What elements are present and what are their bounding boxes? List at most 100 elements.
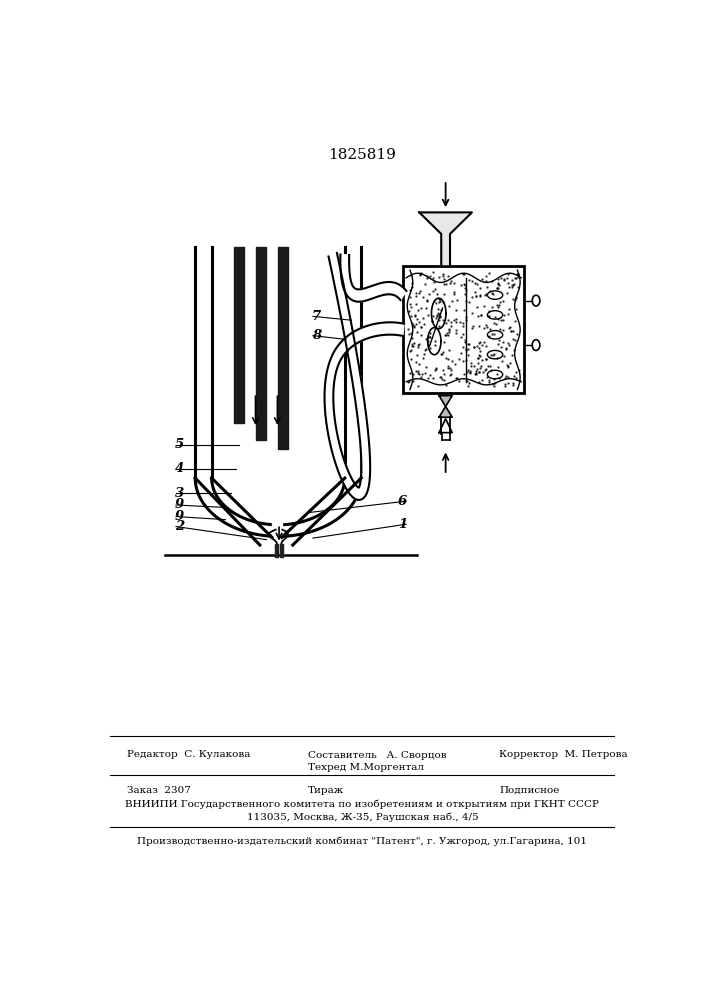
Point xyxy=(510,370,521,386)
Point xyxy=(455,345,467,361)
Point xyxy=(414,266,426,282)
Point xyxy=(450,322,462,338)
Point xyxy=(474,364,485,380)
Point xyxy=(458,366,469,382)
Point xyxy=(430,360,441,376)
Point xyxy=(427,264,438,280)
Point xyxy=(473,340,484,356)
Point xyxy=(510,290,522,306)
Point xyxy=(481,286,492,302)
Point xyxy=(403,374,414,390)
Point xyxy=(513,266,524,282)
Point xyxy=(503,279,515,295)
Point xyxy=(416,369,427,385)
Point xyxy=(405,308,416,324)
Point xyxy=(426,313,438,329)
Bar xyxy=(404,266,524,393)
Point xyxy=(468,358,479,374)
Point xyxy=(415,267,426,283)
Point xyxy=(457,326,469,342)
Point xyxy=(472,299,483,315)
Point xyxy=(491,366,503,382)
Point xyxy=(503,320,515,336)
Point xyxy=(444,360,455,376)
Point xyxy=(404,365,415,381)
Point xyxy=(475,307,486,323)
Point xyxy=(507,331,518,347)
Point xyxy=(424,268,436,284)
Point xyxy=(485,362,496,378)
Point xyxy=(429,337,440,353)
Point xyxy=(473,350,484,366)
Point xyxy=(438,334,450,350)
Point xyxy=(492,311,503,327)
Point xyxy=(462,364,473,380)
Point xyxy=(451,370,462,386)
Text: Корректор  М. Петрова: Корректор М. Петрова xyxy=(499,750,628,759)
Point xyxy=(493,370,505,386)
Point xyxy=(498,322,509,338)
Point xyxy=(486,347,497,363)
Point xyxy=(421,292,433,308)
Point xyxy=(430,295,441,311)
Point xyxy=(404,343,416,359)
Point xyxy=(479,298,490,314)
Point xyxy=(407,373,419,389)
Point xyxy=(443,351,454,367)
Point xyxy=(511,326,522,342)
Point xyxy=(424,340,436,356)
Point xyxy=(479,362,491,378)
Point xyxy=(493,359,504,375)
Point xyxy=(440,350,451,366)
Point xyxy=(460,332,471,348)
Point xyxy=(423,307,434,323)
Point xyxy=(511,266,522,282)
Point xyxy=(497,312,508,328)
Point xyxy=(420,365,431,381)
Point xyxy=(489,346,500,362)
Point xyxy=(472,308,484,324)
Point xyxy=(481,361,492,377)
Point xyxy=(466,355,477,371)
Point xyxy=(435,309,446,325)
Point xyxy=(406,336,417,352)
Text: Заказ  2307: Заказ 2307 xyxy=(127,786,191,795)
Point xyxy=(490,316,501,332)
Point xyxy=(467,289,478,305)
Polygon shape xyxy=(419,212,472,266)
Point xyxy=(496,339,507,355)
Point xyxy=(510,332,521,348)
Point xyxy=(508,375,519,391)
Point xyxy=(405,351,416,367)
Point xyxy=(403,373,414,389)
Point xyxy=(503,306,514,322)
Point xyxy=(489,378,500,394)
Point xyxy=(435,369,446,385)
Point xyxy=(440,315,451,331)
Polygon shape xyxy=(211,478,345,525)
Point xyxy=(481,279,493,295)
Point xyxy=(475,287,486,303)
Point xyxy=(433,305,444,321)
Point xyxy=(414,283,426,299)
Point xyxy=(465,358,477,374)
Point xyxy=(407,330,418,346)
Point xyxy=(412,339,423,355)
Point xyxy=(509,313,520,329)
Point xyxy=(479,287,491,303)
Point xyxy=(501,270,513,286)
Point xyxy=(501,368,512,384)
Point xyxy=(474,348,486,364)
Point xyxy=(415,319,426,335)
Point xyxy=(506,277,518,293)
Point xyxy=(453,373,464,389)
Point xyxy=(450,370,461,386)
Point xyxy=(460,309,472,325)
Point xyxy=(510,270,522,286)
Point xyxy=(455,329,467,345)
Point xyxy=(440,327,452,343)
Point xyxy=(414,356,425,372)
Text: 2: 2 xyxy=(175,520,185,533)
Point xyxy=(462,341,474,357)
Point xyxy=(433,291,445,307)
